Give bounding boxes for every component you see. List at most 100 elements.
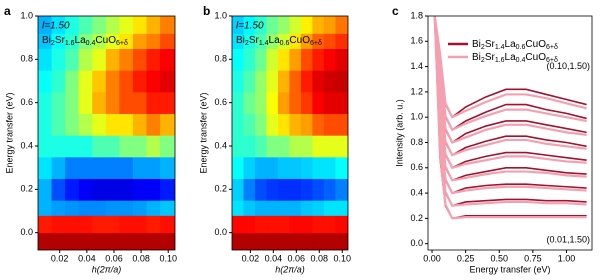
heatmap-cell xyxy=(335,113,348,136)
heatmap-cell xyxy=(300,91,313,114)
heatmap-cell xyxy=(300,200,313,216)
y-tick-label: 0.2 xyxy=(20,184,33,194)
heatmap-cell xyxy=(266,48,279,71)
x-tick-label: 0.08 xyxy=(311,253,329,263)
heatmap-cell xyxy=(277,200,290,216)
heatmap-cell xyxy=(51,156,66,179)
heatmap-cell xyxy=(119,215,134,234)
heatmap-cell xyxy=(232,200,244,216)
plot-area xyxy=(433,16,587,220)
heatmap-cell xyxy=(38,33,53,49)
heatmap-cell xyxy=(78,200,93,216)
y-tick-label: 0.6 xyxy=(214,97,227,107)
heatmap-cell xyxy=(78,33,93,49)
panel-letter: a xyxy=(4,4,11,18)
heatmap-cell xyxy=(335,135,348,158)
heatmap-cell xyxy=(254,232,267,250)
heatmap-cell xyxy=(146,156,161,179)
heatmap-cell xyxy=(232,16,244,34)
heatmap-cell xyxy=(243,200,256,216)
heatmap-cell xyxy=(146,200,161,216)
heatmap-cell xyxy=(132,48,148,71)
heatmap-cell xyxy=(289,91,302,114)
heatmap-cell xyxy=(146,16,161,34)
x-tick-label: 0.00 xyxy=(423,253,441,263)
heatmap-cell xyxy=(266,70,279,93)
heatmap-cell xyxy=(132,16,148,34)
plot-area xyxy=(38,16,175,250)
heatmap-cell xyxy=(243,178,256,201)
heatmap-cell xyxy=(51,48,66,71)
heatmap-cell xyxy=(146,70,161,93)
heatmap-cell xyxy=(132,156,148,179)
heatmap-cell xyxy=(335,48,348,71)
heatmap-cell xyxy=(160,135,175,158)
heatmap-cell xyxy=(254,91,267,114)
heatmap-cell xyxy=(65,70,80,93)
heatmap-cell xyxy=(312,16,325,34)
heatmap-cell xyxy=(277,113,290,136)
curve xyxy=(433,16,587,195)
heatmap-cell xyxy=(323,135,336,158)
heatmap-cell xyxy=(300,178,313,201)
heatmap-cell xyxy=(146,215,161,234)
y-tick-label: 1.0 xyxy=(20,10,33,20)
y-tick-label: 0.6 xyxy=(20,97,33,107)
heatmap-cell xyxy=(323,33,336,49)
heatmap-cell xyxy=(266,232,279,250)
heatmap-cell xyxy=(289,135,302,158)
x-tick-label: 0.10 xyxy=(159,253,177,263)
heatmap-cell xyxy=(65,91,80,114)
heatmap-cell xyxy=(78,135,93,158)
heatmap-cell xyxy=(266,215,279,234)
y-tick-label: 1.4 xyxy=(410,61,423,71)
heatmap-cell xyxy=(65,156,80,179)
heatmap-cell xyxy=(232,178,244,201)
heatmap-cell xyxy=(300,156,313,179)
heatmap-cell xyxy=(65,215,80,234)
heatmap-cell xyxy=(300,113,313,136)
heatmap-cell xyxy=(38,113,53,136)
heatmap-cell xyxy=(277,135,290,158)
heatmap-cell xyxy=(119,91,134,114)
heatmap-cell xyxy=(105,16,120,34)
y-tick-label: 1.0 xyxy=(410,112,423,122)
heatmap-cell xyxy=(51,178,66,201)
heatmap-cell xyxy=(254,135,267,158)
heatmap-cell xyxy=(232,113,244,136)
x-tick-label: 0.04 xyxy=(265,253,283,263)
heatmap-cell xyxy=(300,232,313,250)
heatmap-cell xyxy=(78,70,93,93)
curve xyxy=(433,16,587,170)
x-tick-label: 0.06 xyxy=(105,253,123,263)
heatmap-cell xyxy=(51,91,66,114)
heatmap-cell xyxy=(277,215,290,234)
heatmap-cell xyxy=(105,48,120,71)
heatmap-cell xyxy=(105,178,120,201)
heatmap-cell xyxy=(254,156,267,179)
heatmap-cell xyxy=(65,16,80,34)
curve xyxy=(433,16,587,220)
annotation: l=1.50 xyxy=(236,21,264,32)
plot-frame xyxy=(231,15,349,251)
y-tick-label: 0.2 xyxy=(214,184,227,194)
heatmap-cell xyxy=(312,215,325,234)
heatmap-cell xyxy=(132,200,148,216)
y-tick-label: 1.6 xyxy=(410,36,423,46)
heatmap-cell xyxy=(38,16,53,34)
plot-frame xyxy=(37,15,176,251)
heatmap-cell xyxy=(146,91,161,114)
heatmap-cell xyxy=(312,91,325,114)
heatmap-cell xyxy=(300,33,313,49)
heatmap-cell xyxy=(312,156,325,179)
x-tick-label: 0.50 xyxy=(490,253,508,263)
heatmap-cell xyxy=(160,113,175,136)
heatmap-cell xyxy=(146,135,161,158)
heatmap-cell xyxy=(78,16,93,34)
heatmap-cell xyxy=(65,200,80,216)
x-tick-label: 0.04 xyxy=(78,253,96,263)
heatmap-cell xyxy=(105,232,120,250)
heatmap-cell xyxy=(146,48,161,71)
heatmap-cell xyxy=(312,135,325,158)
heatmap-cell xyxy=(119,200,134,216)
